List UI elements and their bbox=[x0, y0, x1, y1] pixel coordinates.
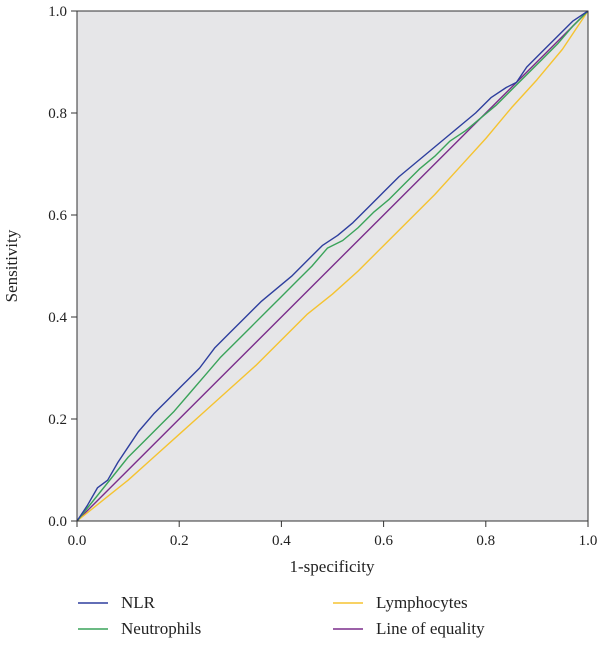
series-line-3 bbox=[76, 10, 589, 522]
y-tick-label: 0.2 bbox=[48, 412, 67, 428]
y-tick-label: 0.6 bbox=[48, 208, 67, 224]
legend-label: Neutrophils bbox=[121, 619, 201, 638]
y-tick-label: 0.8 bbox=[48, 106, 67, 122]
legend-label: Line of equality bbox=[376, 619, 485, 638]
plot-frame bbox=[76, 10, 589, 522]
series-line-2 bbox=[76, 10, 589, 522]
x-tick-label: 0.6 bbox=[374, 533, 393, 549]
legend-label: NLR bbox=[121, 593, 156, 612]
series-line-0 bbox=[76, 10, 589, 522]
y-tick-label: 0.4 bbox=[48, 310, 67, 326]
x-axis-ticks: 0.0 0.2 0.4 0.6 0.8 1.0 bbox=[68, 521, 598, 549]
y-tick-label: 1.0 bbox=[48, 4, 67, 20]
x-tick-label: 0.0 bbox=[68, 533, 87, 549]
y-axis-ticks: 0.0 0.2 0.4 0.6 0.8 1.0 bbox=[48, 4, 77, 530]
x-axis-label: 1-specificity bbox=[290, 557, 375, 576]
x-tick-label: 0.8 bbox=[476, 533, 495, 549]
series-layer bbox=[76, 10, 589, 522]
x-tick-label: 0.4 bbox=[272, 533, 291, 549]
legend-label: Lymphocytes bbox=[376, 593, 468, 612]
series-line-1 bbox=[76, 10, 589, 522]
y-tick-label: 0.0 bbox=[48, 514, 67, 530]
y-axis-label: Sensitivity bbox=[2, 229, 21, 302]
x-tick-label: 0.2 bbox=[170, 533, 189, 549]
x-tick-label: 1.0 bbox=[579, 533, 598, 549]
legend: NLR Neutrophils Lymphocytes Line of equalit… bbox=[78, 593, 485, 638]
